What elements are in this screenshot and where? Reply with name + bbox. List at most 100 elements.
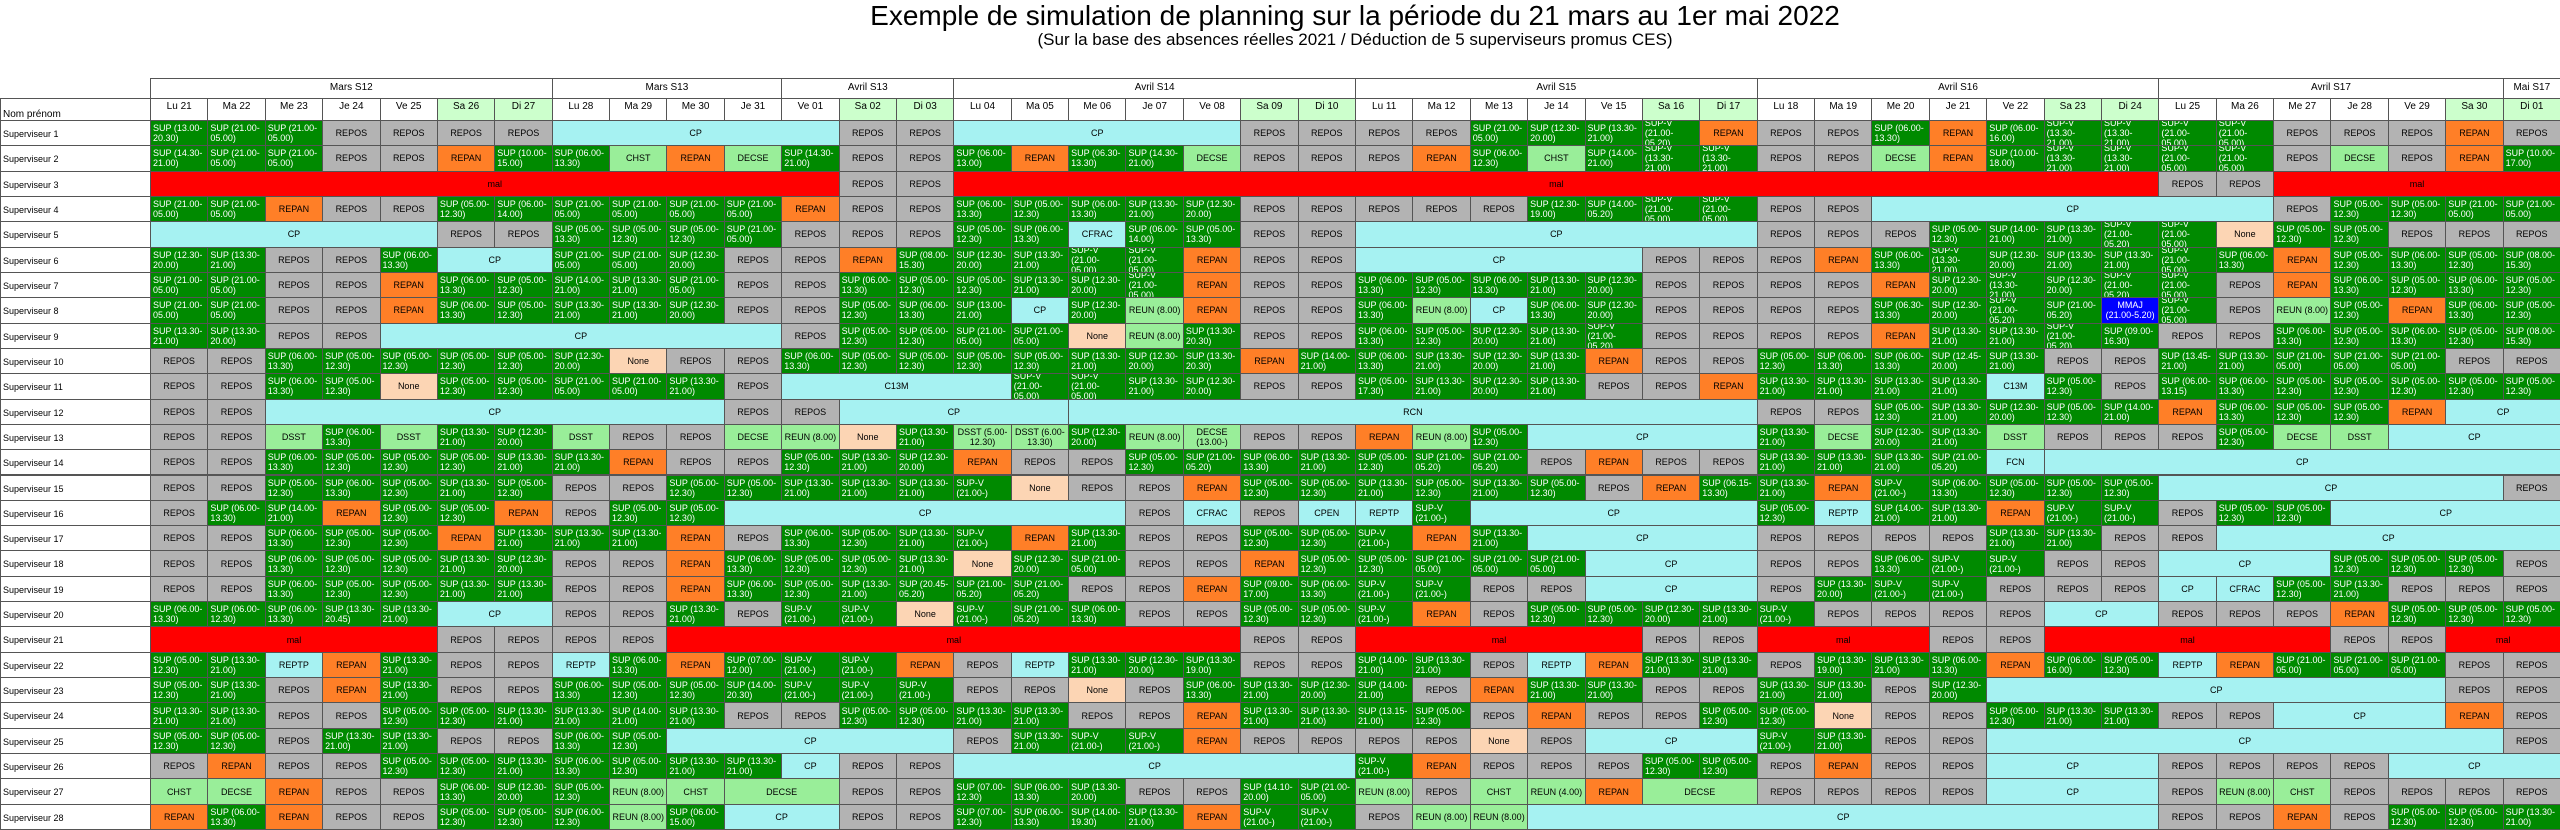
supervisor-name: Superviseur 26 xyxy=(0,753,151,780)
shift-cell: REPOS xyxy=(150,398,209,425)
shift-cell: SUP-V (21.00-) xyxy=(1756,601,1816,628)
shift-cell: SUP (06.00-12.30) xyxy=(207,601,266,628)
shift-cell: REPAN xyxy=(666,651,725,679)
shift-cell: SUP (05.00-12.30) xyxy=(666,221,725,248)
shift-cell: SUP (06.00-13.30) xyxy=(1355,322,1414,349)
shift-cell: REPOS xyxy=(1986,575,2045,603)
day-header: Me 27 xyxy=(2273,98,2332,121)
supervisor-name: Superviseur 24 xyxy=(0,702,151,729)
shift-cell: CHST xyxy=(1469,778,1529,805)
shift-cell: SUP (13.30-20.00) xyxy=(207,322,266,349)
shift-cell: REPOS xyxy=(1641,347,1701,375)
shift-cell: SUP (06.00-13.30) xyxy=(436,778,496,805)
shift-cell: DECSE xyxy=(723,145,783,172)
shift-cell: SUP-V (21.00-05.00) xyxy=(1699,195,1758,223)
shift-cell: SUP (14.00-05.20) xyxy=(1584,195,1643,223)
shift-cell: REPOS xyxy=(1871,677,1930,704)
shift-cell: SUP (06.00-13.30) xyxy=(207,499,266,527)
shift-cell: SUP (12.30-20.00) xyxy=(1469,347,1529,375)
shift-cell: CHST xyxy=(150,778,209,805)
shift-cell: SUP (21.00-05.00) xyxy=(609,246,668,273)
shift-cell: CP xyxy=(264,398,725,425)
shift-cell: SUP (05.00-12.30) xyxy=(609,677,668,704)
shift-cell: REPOS xyxy=(838,221,897,248)
shift-cell: SUP-V (21.00-05.00) xyxy=(2158,297,2217,324)
shift-cell: SUP-V (21.00-05.20) xyxy=(2100,271,2160,299)
shift-cell: REPOS xyxy=(2215,271,2275,299)
shift-cell: SUP (21.00-05.00) xyxy=(1412,550,1471,577)
shift-cell: REPOS xyxy=(1355,120,1414,147)
shift-cell: SUP (06.00-16.00) xyxy=(2043,651,2102,679)
shift-cell: SUP (05.00-12.30) xyxy=(2330,550,2389,577)
shift-cell: SUP (05.00-12.30) xyxy=(2387,373,2447,400)
shift-cell: REPAN xyxy=(1928,120,1988,147)
shift-cell: REPAN xyxy=(2273,271,2332,299)
supervisor-name: Superviseur 14 xyxy=(0,449,151,476)
shift-cell: SUP (13.30-21.00) xyxy=(1986,525,2045,552)
shift-cell: REUN (8.00) xyxy=(1355,778,1414,805)
shift-cell: REPOS xyxy=(264,727,324,755)
shift-cell: REPOS xyxy=(781,322,840,349)
shift-cell: CFRAC xyxy=(1068,221,1127,248)
shift-cell: SUP (13.30-21.00) xyxy=(666,753,725,780)
shift-cell: CP xyxy=(2043,601,2160,628)
shift-cell: REPOS xyxy=(1871,525,1930,552)
shift-cell: SUP (13.30-21.00) xyxy=(1814,449,1873,476)
shift-cell: REPAN xyxy=(2445,145,2504,172)
shift-cell: SUP (06.00-13.30) xyxy=(1297,575,1356,603)
shift-cell: SUP (05.00-17.30) xyxy=(1355,373,1414,400)
shift-cell: REPOS xyxy=(781,297,840,324)
shift-cell: SUP (06.00-13.30) xyxy=(2445,271,2504,299)
shift-cell: REPAN xyxy=(1699,120,1758,147)
shift-cell: CP xyxy=(2158,474,2504,501)
shift-cell: REPOS xyxy=(2043,550,2102,577)
day-header: Je 31 xyxy=(723,98,783,121)
shift-cell: REPOS xyxy=(2158,601,2217,628)
shift-cell: SUP (13.30-21.00) xyxy=(666,601,725,628)
shift-cell: REPOS xyxy=(1240,499,1299,527)
shift-cell: REPAN xyxy=(1412,753,1471,780)
shift-cell: SUP (05.00-12.30) xyxy=(494,271,553,299)
shift-cell: REPOS xyxy=(723,373,783,400)
shift-cell: REPOS xyxy=(551,550,611,577)
shift-cell: SUP (13.15-21.00) xyxy=(1355,702,1414,729)
shift-cell: SUP (05.00-12.30) xyxy=(2502,271,2560,299)
shift-cell: SUP (14.30-21.00) xyxy=(781,145,840,172)
shift-cell: SUP (05.00-12.30) xyxy=(838,702,897,729)
shift-cell: SUP (13.30-21.00) xyxy=(1986,322,2045,349)
supervisor-name: Superviseur 23 xyxy=(0,677,151,704)
shift-cell: SUP (13.30-21.00) xyxy=(1297,702,1356,729)
shift-cell: SUP (21.00-05.00) xyxy=(1527,550,1586,577)
shift-cell: REPOS xyxy=(723,525,783,552)
shift-cell: SUP-V (13.30-21.00) xyxy=(2043,145,2102,172)
shift-cell: SUP-V (21.00-) xyxy=(1412,499,1471,527)
shift-cell: REPOS xyxy=(2043,575,2102,603)
shift-cell: SUP (05.00-12.30) xyxy=(1412,322,1471,349)
shift-cell: REUN (8.00) xyxy=(781,423,840,451)
shift-cell: SUP (12.30-20.00) xyxy=(1469,322,1529,349)
shift-cell: SUP (12.30-20.00) xyxy=(494,778,553,805)
shift-cell: REUN (8.00) xyxy=(1469,803,1529,830)
shift-cell: REUN (8.00) xyxy=(1125,297,1184,324)
shift-cell: SUP (21.00-05.00) xyxy=(2502,195,2560,223)
shift-cell: CP xyxy=(2215,525,2560,552)
shift-cell: SUP (13.30-21.00) xyxy=(1641,651,1701,679)
shift-cell: SUP (05.00-12.30) xyxy=(2273,398,2332,425)
shift-cell: SUP (05.00-12.30) xyxy=(2445,246,2504,273)
shift-cell: SUP (05.00-12.30) xyxy=(2387,195,2447,223)
shift-cell: SUP (05.00-12.30) xyxy=(551,778,611,805)
shift-cell: REPOS xyxy=(264,271,324,299)
shift-cell: REPOS xyxy=(953,651,1012,679)
shift-cell: SUP (13.30-21.00) xyxy=(1355,474,1414,501)
shift-cell: REPOS xyxy=(1240,195,1299,223)
shift-cell: SUP (05.00-12.30) xyxy=(1412,474,1471,501)
shift-cell: REPOS xyxy=(666,423,725,451)
shift-cell: SUP (13.30-21.00) xyxy=(1871,651,1930,679)
shift-cell: REPAN xyxy=(1182,575,1242,603)
shift-cell: CP xyxy=(1527,525,1758,552)
shift-cell: SUP (13.30-21.00) xyxy=(1699,601,1758,628)
shift-cell: REPOS xyxy=(2387,575,2447,603)
shift-cell: SUP (20.45-05.20) xyxy=(895,575,955,603)
shift-cell: REPAN xyxy=(436,525,496,552)
